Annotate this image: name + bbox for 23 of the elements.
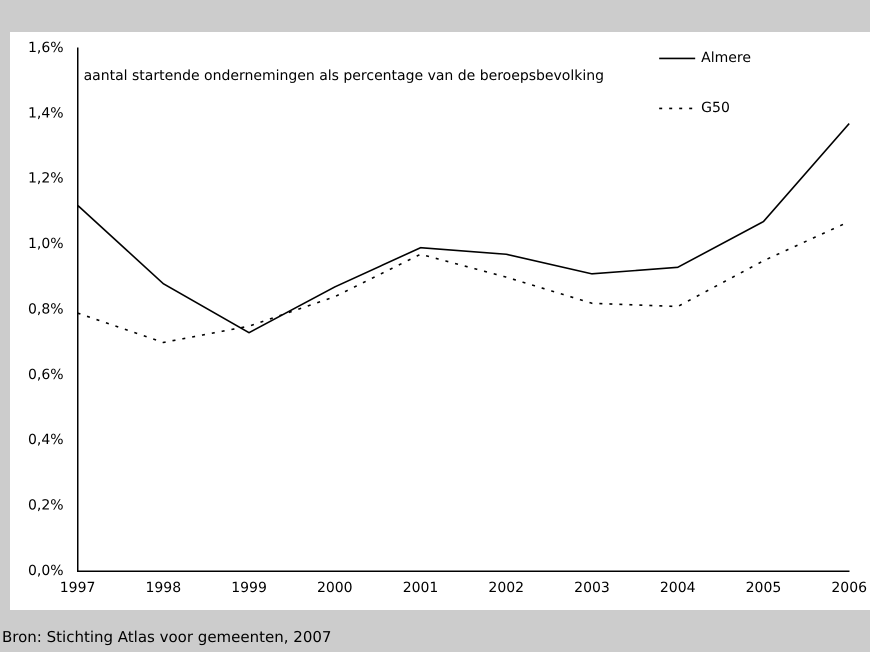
x-tick-label: 2001 [402, 580, 438, 596]
x-tick-label: 2002 [488, 580, 524, 596]
y-tick-label: 1,6% [28, 40, 64, 56]
legend-label: G50 [701, 100, 730, 116]
y-tick-label: 0,6% [28, 366, 64, 383]
x-tick-label: 2004 [660, 580, 696, 596]
y-tick-label: 0,0% [28, 562, 64, 579]
annotation: aantal startende ondernemingen als percentage van de beroepsbevolking [84, 68, 604, 84]
legend-label: Almere [701, 50, 751, 66]
y-tick-label: 0,2% [28, 497, 64, 514]
x-tick-label: 1999 [231, 580, 267, 596]
x-tick-label: 2003 [574, 580, 610, 596]
x-tick-label: 1998 [145, 580, 182, 596]
y-tick-label: 1,4% [28, 105, 64, 122]
x-tick-label: 2005 [746, 580, 782, 596]
text: Bron: Stichting Atlas voor gemeenten, 2007 [2, 628, 332, 646]
x-tick-label: 2006 [831, 580, 868, 596]
y-tick-label: 1,2% [28, 170, 64, 187]
y-tick-label: 0,4% [28, 432, 64, 448]
y-tick-label: 0,8% [28, 301, 64, 318]
x-tick-label: 1997 [60, 580, 96, 596]
y-tick-label: 1,0% [28, 236, 64, 252]
x-tick-label: 2000 [316, 580, 353, 596]
